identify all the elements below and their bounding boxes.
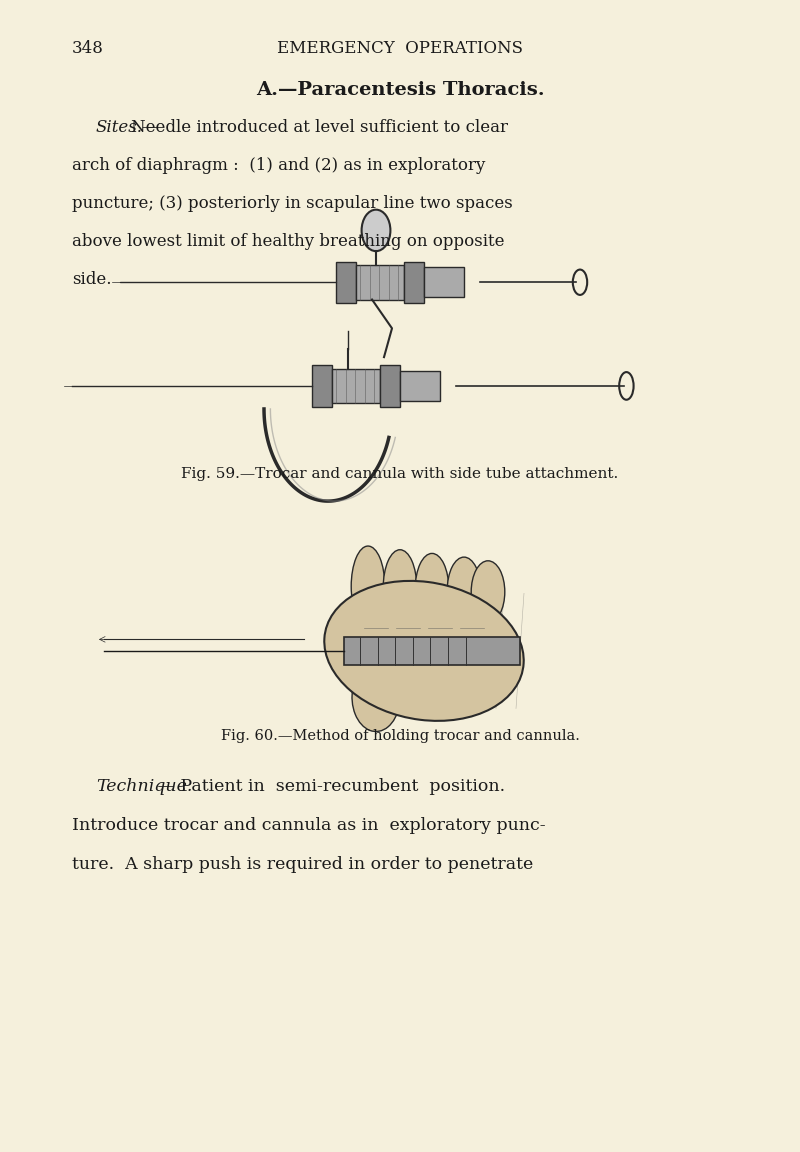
Ellipse shape [383, 550, 417, 626]
Text: Fig. 60.—Method of holding trocar and cannula.: Fig. 60.—Method of holding trocar and ca… [221, 729, 579, 743]
Ellipse shape [352, 662, 400, 732]
Bar [356, 265, 404, 300]
Bar [336, 262, 356, 303]
Text: Introduce trocar and cannula as in  exploratory punc-: Introduce trocar and cannula as in explo… [72, 817, 546, 834]
Text: Needle introduced at level sufficient to clear: Needle introduced at level sufficient to… [130, 119, 508, 136]
Bar [332, 369, 380, 403]
Text: Technique.: Technique. [96, 778, 192, 795]
Bar [380, 365, 400, 407]
Bar [400, 371, 440, 401]
Text: ture.  A sharp push is required in order to penetrate: ture. A sharp push is required in order … [72, 856, 534, 873]
Text: arch of diaphragm :  (1) and (2) as in exploratory: arch of diaphragm : (1) and (2) as in ex… [72, 157, 486, 174]
Ellipse shape [324, 581, 524, 721]
Text: — Patient in  semi-recumbent  position.: — Patient in semi-recumbent position. [152, 778, 505, 795]
Text: above lowest limit of healthy breathing on opposite: above lowest limit of healthy breathing … [72, 233, 505, 250]
Circle shape [362, 210, 390, 251]
Ellipse shape [471, 561, 505, 623]
Text: A.—Paracentesis Thoracis.: A.—Paracentesis Thoracis. [256, 81, 544, 99]
Bar [424, 267, 464, 297]
Bar [344, 637, 520, 665]
Text: Sites.—: Sites.— [96, 119, 160, 136]
Ellipse shape [415, 553, 449, 624]
Text: 348: 348 [72, 40, 104, 58]
Text: side.: side. [72, 271, 111, 288]
Ellipse shape [447, 558, 481, 624]
Text: Fig. 59.—Trocar and cannula with side tube attachment.: Fig. 59.—Trocar and cannula with side tu… [182, 467, 618, 480]
Text: puncture; (3) posteriorly in scapular line two spaces: puncture; (3) posteriorly in scapular li… [72, 195, 513, 212]
Text: EMERGENCY  OPERATIONS: EMERGENCY OPERATIONS [277, 40, 523, 58]
Bar [312, 365, 332, 407]
Ellipse shape [351, 546, 385, 627]
Bar [404, 262, 424, 303]
